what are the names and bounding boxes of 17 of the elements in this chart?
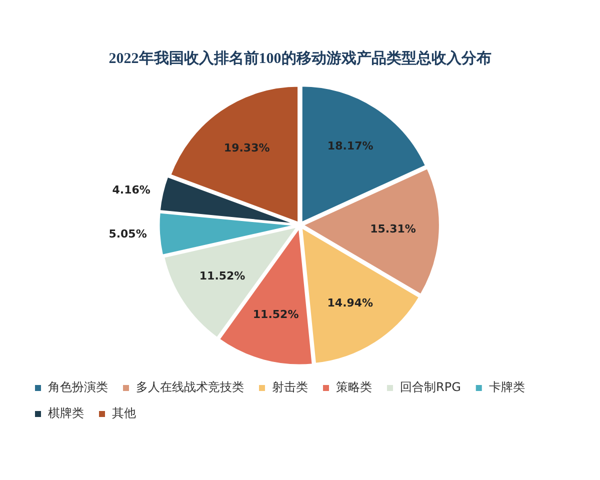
data-label: 11.52% (199, 269, 246, 282)
legend-label: 棋牌类 (48, 406, 84, 420)
legend-label: 卡牌类 (488, 380, 525, 394)
data-label: 5.05% (108, 228, 147, 241)
data-label: 19.33% (224, 141, 270, 154)
legend-label: 回合制RPG (400, 380, 461, 394)
data-label: 14.94% (327, 296, 374, 310)
legend-label: 角色扮演类 (48, 380, 108, 394)
chart-title: 2022年我国收入排名前100的移动游戏产品类型总收入分布 (108, 50, 492, 67)
legend-label: 策略类 (336, 380, 372, 394)
data-label: 15.31% (370, 222, 416, 236)
legend-label: 多人在线战术竞技类 (136, 380, 244, 394)
data-label: 4.16% (112, 184, 150, 197)
legend-label: 射击类 (272, 380, 308, 394)
data-label: 11.52% (252, 308, 299, 321)
legend-label: 其他 (112, 406, 136, 420)
data-label: 18.17% (327, 139, 374, 152)
